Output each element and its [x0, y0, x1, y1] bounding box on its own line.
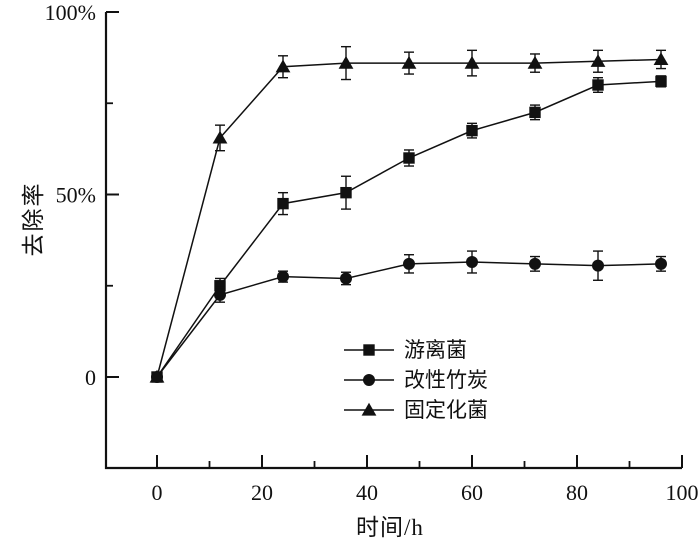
series-line: [156, 58, 662, 378]
marker-triangle: [401, 55, 417, 69]
marker-square: [340, 186, 352, 199]
series-line: [156, 80, 662, 378]
legend-swatch-circle: [344, 374, 394, 386]
legend-item: 改性竹炭: [343, 365, 488, 395]
marker-triangle: [149, 369, 165, 383]
marker-square: [403, 152, 415, 164]
marker-triangle: [527, 55, 543, 69]
marker-circle: [214, 288, 226, 301]
marker-circle: [466, 256, 478, 269]
marker-circle: [340, 272, 352, 285]
marker-triangle: [464, 55, 480, 69]
series-triangle: [149, 45, 669, 383]
marker-square: [363, 344, 375, 356]
legend-label: 游离菌: [404, 338, 467, 362]
marker-triangle: [590, 54, 606, 67]
chart-legend: 游离菌 改性竹炭 固定化菌: [343, 335, 488, 425]
x-tick-label: 60: [461, 480, 483, 505]
marker-square: [592, 79, 604, 91]
y-tick-label: 50%: [56, 183, 96, 208]
x-tick-label: 20: [251, 480, 273, 505]
marker-circle: [529, 257, 541, 270]
y-axis-title: 去除率: [21, 181, 46, 257]
x-tick-label: 80: [566, 480, 588, 505]
marker-circle: [363, 374, 375, 386]
x-tick-label: 100: [666, 480, 699, 505]
marker-triangle: [653, 52, 669, 66]
marker-triangle: [338, 55, 354, 69]
x-tick-label: 40: [356, 480, 378, 505]
y-tick-label: 100%: [45, 0, 96, 25]
legend-item: 游离菌: [343, 335, 488, 365]
legend-label: 固定化菌: [404, 398, 488, 422]
marker-triangle: [275, 59, 291, 73]
marker-circle: [277, 270, 289, 283]
marker-square: [214, 280, 226, 292]
x-axis-title: 时间/h: [356, 515, 424, 540]
marker-square: [655, 75, 667, 88]
marker-circle: [655, 257, 667, 270]
axes: [104, 12, 682, 470]
legend-label: 改性竹炭: [404, 368, 488, 392]
marker-square: [277, 197, 289, 210]
legend-swatch-triangle: [344, 402, 394, 416]
legend-item: 固定化菌: [343, 395, 488, 425]
y-tick-label: 0: [85, 365, 96, 390]
marker-circle: [592, 259, 604, 272]
marker-square: [466, 124, 478, 137]
marker-square: [529, 106, 541, 119]
legend-swatch-square: [344, 344, 394, 356]
marker-triangle: [212, 130, 228, 144]
marker-triangle: [361, 402, 377, 416]
marker-circle: [403, 257, 415, 270]
x-tick-label: 0: [152, 480, 163, 505]
